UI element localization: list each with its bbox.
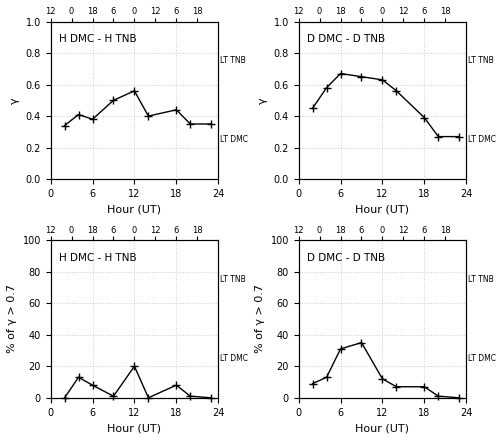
Text: LT DMC: LT DMC — [468, 135, 496, 144]
Text: LT DMC: LT DMC — [220, 354, 248, 363]
Text: LT TNB: LT TNB — [220, 275, 245, 284]
Text: LT TNB: LT TNB — [220, 56, 245, 66]
Text: LT TNB: LT TNB — [468, 56, 494, 66]
X-axis label: Hour (UT): Hour (UT) — [108, 423, 161, 433]
Text: LT DMC: LT DMC — [220, 135, 248, 144]
Text: LT DMC: LT DMC — [468, 354, 496, 363]
Y-axis label: γ: γ — [10, 97, 20, 104]
Y-axis label: % of γ > 0.7: % of γ > 0.7 — [7, 284, 17, 353]
Text: D DMC - D TNB: D DMC - D TNB — [307, 34, 385, 44]
X-axis label: Hour (UT): Hour (UT) — [108, 205, 161, 214]
X-axis label: Hour (UT): Hour (UT) — [356, 205, 409, 214]
Y-axis label: % of γ > 0.7: % of γ > 0.7 — [255, 284, 265, 353]
Text: H DMC - H TNB: H DMC - H TNB — [59, 253, 137, 263]
Text: H DMC - H TNB: H DMC - H TNB — [59, 34, 137, 44]
Text: LT TNB: LT TNB — [468, 275, 494, 284]
X-axis label: Hour (UT): Hour (UT) — [356, 423, 409, 433]
Y-axis label: γ: γ — [258, 97, 268, 104]
Text: D DMC - D TNB: D DMC - D TNB — [307, 253, 385, 263]
